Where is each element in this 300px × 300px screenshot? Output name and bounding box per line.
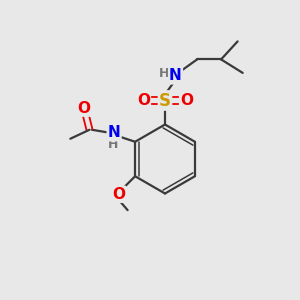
Text: N: N [169,68,182,83]
Text: O: O [78,101,91,116]
Text: S: S [159,92,171,110]
Text: N: N [108,125,121,140]
Text: O: O [137,93,150,108]
Text: O: O [180,93,193,108]
Text: O: O [112,187,125,202]
Text: H: H [159,67,169,80]
Text: H: H [107,138,118,151]
